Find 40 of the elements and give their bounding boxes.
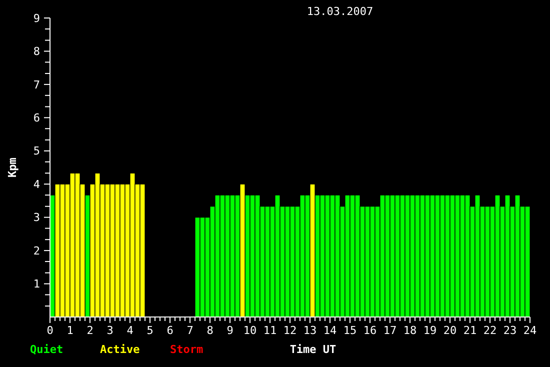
x-tick-label: 1: [66, 324, 74, 337]
x-tick-label: 13: [303, 324, 317, 337]
x-tick-label: 14: [323, 324, 337, 337]
x-tick-label: 22: [483, 324, 497, 337]
y-tick-label: 9: [33, 12, 40, 25]
x-tick-label: 6: [166, 324, 174, 337]
x-tick-label: 11: [263, 324, 277, 337]
x-tick-label: 4: [126, 324, 134, 337]
y-tick-label: 2: [33, 244, 40, 258]
y-tick-label: 8: [33, 45, 40, 58]
x-tick-label: 24: [523, 324, 537, 337]
x-tick-label: 20: [443, 324, 457, 337]
x-tick-label: 17: [383, 324, 397, 337]
x-tick-label: 12: [283, 324, 297, 337]
y-tick-label: 3: [33, 211, 40, 224]
y-tick-label: 4: [33, 178, 40, 191]
x-tick-label: 23: [503, 324, 517, 337]
x-tick-label: 21: [463, 324, 477, 337]
x-axis-title: Time UT: [290, 343, 337, 356]
x-tick-label: 15: [343, 324, 357, 337]
y-tick-label: 5: [33, 144, 40, 158]
text: Quiet: [30, 343, 64, 356]
x-tick-label: 16: [363, 324, 377, 337]
y-axis-title: Kpm: [6, 157, 19, 178]
x-tick-label: 18: [403, 324, 417, 337]
y-tick-label: 7: [33, 78, 40, 92]
y-tick-label: 1: [33, 278, 40, 291]
x-tick-label: 0: [46, 324, 54, 337]
text: Active: [100, 343, 140, 356]
x-tick-label: 7: [186, 324, 194, 337]
chart-title: 13.03.2007: [306, 5, 374, 18]
x-tick-label: 3: [106, 324, 114, 337]
legend-label: Storm: [170, 343, 204, 356]
x-tick-label: 19: [423, 324, 437, 337]
x-tick-label: 5: [146, 324, 154, 337]
x-tick-label: 2: [86, 324, 94, 337]
x-tick-label: 8: [206, 324, 214, 337]
y-tick-label: 6: [33, 112, 40, 125]
x-tick-label: 9: [226, 324, 234, 337]
x-tick-label: 10: [243, 324, 257, 337]
